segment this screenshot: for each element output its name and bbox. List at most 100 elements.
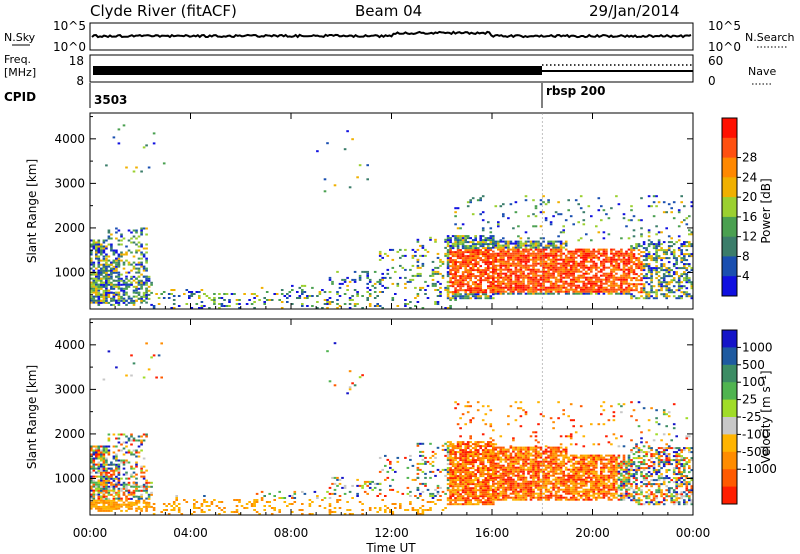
- power-cell: [688, 253, 691, 256]
- velocity-cell: [132, 481, 136, 484]
- power-cell: [549, 240, 553, 243]
- power-cell: [471, 267, 475, 270]
- power-cell: [476, 269, 480, 272]
- power-cell: [647, 253, 651, 256]
- power-cell: [547, 290, 550, 293]
- power-cell: [336, 303, 339, 305]
- power-cell: [524, 274, 528, 277]
- power-cell: [532, 254, 535, 257]
- velocity-cell: [107, 477, 111, 480]
- power-cell: [539, 288, 543, 291]
- velocity-cell: [504, 494, 508, 497]
- power-cell: [680, 261, 683, 264]
- velocity-cell: [328, 492, 332, 495]
- velocity-cell: [454, 481, 457, 484]
- power-cell: [590, 286, 593, 289]
- velocity-cell: [441, 468, 445, 471]
- power-cell: [373, 291, 377, 293]
- power-cell: [479, 283, 482, 286]
- velocity-cell: [492, 446, 495, 449]
- power-cell: [461, 259, 465, 262]
- velocity-cell: [507, 472, 510, 475]
- power-cell: [504, 250, 508, 253]
- freq-tick-low: 8: [76, 74, 84, 88]
- velocity-cell: [265, 501, 269, 503]
- power-cell: [542, 266, 545, 269]
- velocity-cell: [492, 490, 495, 493]
- velocity-cell: [122, 503, 126, 506]
- power-cell: [471, 257, 475, 260]
- velocity-cell: [469, 453, 472, 456]
- velocity-cell: [499, 460, 503, 463]
- power-cell: [326, 299, 329, 301]
- power-cell: [288, 291, 292, 293]
- velocity-cell: [107, 501, 111, 504]
- power-cell: [100, 243, 103, 246]
- velocity-cell: [451, 447, 455, 450]
- velocity-cell: [476, 451, 480, 454]
- velocity-cell: [130, 451, 133, 454]
- velocity-cell: [469, 495, 472, 498]
- power-cell: [574, 288, 578, 291]
- velocity-cell: [514, 468, 518, 471]
- velocity-cell: [177, 509, 181, 511]
- power-cell: [391, 258, 395, 261]
- power-cell: [474, 287, 477, 290]
- power-cell: [655, 225, 658, 228]
- power-cell: [471, 197, 475, 200]
- power-cell: [544, 252, 548, 255]
- power-cell: [137, 269, 141, 272]
- velocity-cell: [504, 492, 508, 495]
- velocity-cell: [512, 466, 515, 469]
- power-cell: [529, 264, 533, 267]
- velocity-cell: [110, 499, 113, 502]
- velocity-cell: [105, 489, 108, 492]
- power-cell: [660, 287, 663, 290]
- velocity-cell: [105, 505, 108, 508]
- velocity-cell: [456, 497, 460, 500]
- power-cell: [680, 291, 683, 294]
- power-cell: [431, 268, 435, 271]
- velocity-cell: [466, 487, 470, 490]
- power-cell: [577, 239, 580, 242]
- power-cell: [92, 247, 96, 250]
- power-cell: [456, 283, 460, 286]
- velocity-cell: [449, 489, 452, 492]
- velocity-cell: [461, 443, 465, 446]
- power-cell: [95, 277, 98, 280]
- velocity-cell: [459, 489, 462, 492]
- power-cell: [607, 288, 611, 291]
- velocity-cell: [444, 507, 447, 509]
- power-cell: [494, 244, 498, 247]
- power-cell: [449, 265, 452, 268]
- power-cell: [356, 303, 359, 305]
- velocity-cell: [464, 491, 467, 494]
- power-cell: [600, 290, 603, 293]
- power-cell: [431, 260, 435, 263]
- velocity-cell: [494, 498, 498, 501]
- power-cell: [449, 299, 452, 301]
- power-cell: [574, 286, 578, 289]
- power-cell: [203, 293, 206, 295]
- power-cell: [625, 290, 628, 293]
- power-cell: [524, 242, 528, 245]
- power-cell: [665, 293, 668, 296]
- power-cell: [680, 285, 683, 288]
- power-cell: [90, 277, 93, 280]
- power-cell: [512, 288, 515, 291]
- velocity-cell: [95, 505, 98, 508]
- velocity-cell: [105, 479, 108, 482]
- velocity-cell: [449, 503, 452, 506]
- power-cell: [120, 299, 123, 302]
- power-cell: [489, 249, 493, 252]
- power-cell: [690, 231, 694, 234]
- power-cell: [650, 255, 653, 258]
- velocity-cell: [494, 494, 498, 497]
- power-cell: [517, 292, 520, 295]
- power-cell: [499, 272, 503, 275]
- power-cell: [519, 292, 523, 295]
- velocity-cell: [140, 467, 143, 470]
- velocity-cell: [107, 451, 111, 454]
- power-cell: [492, 258, 495, 261]
- power-cell: [507, 268, 510, 271]
